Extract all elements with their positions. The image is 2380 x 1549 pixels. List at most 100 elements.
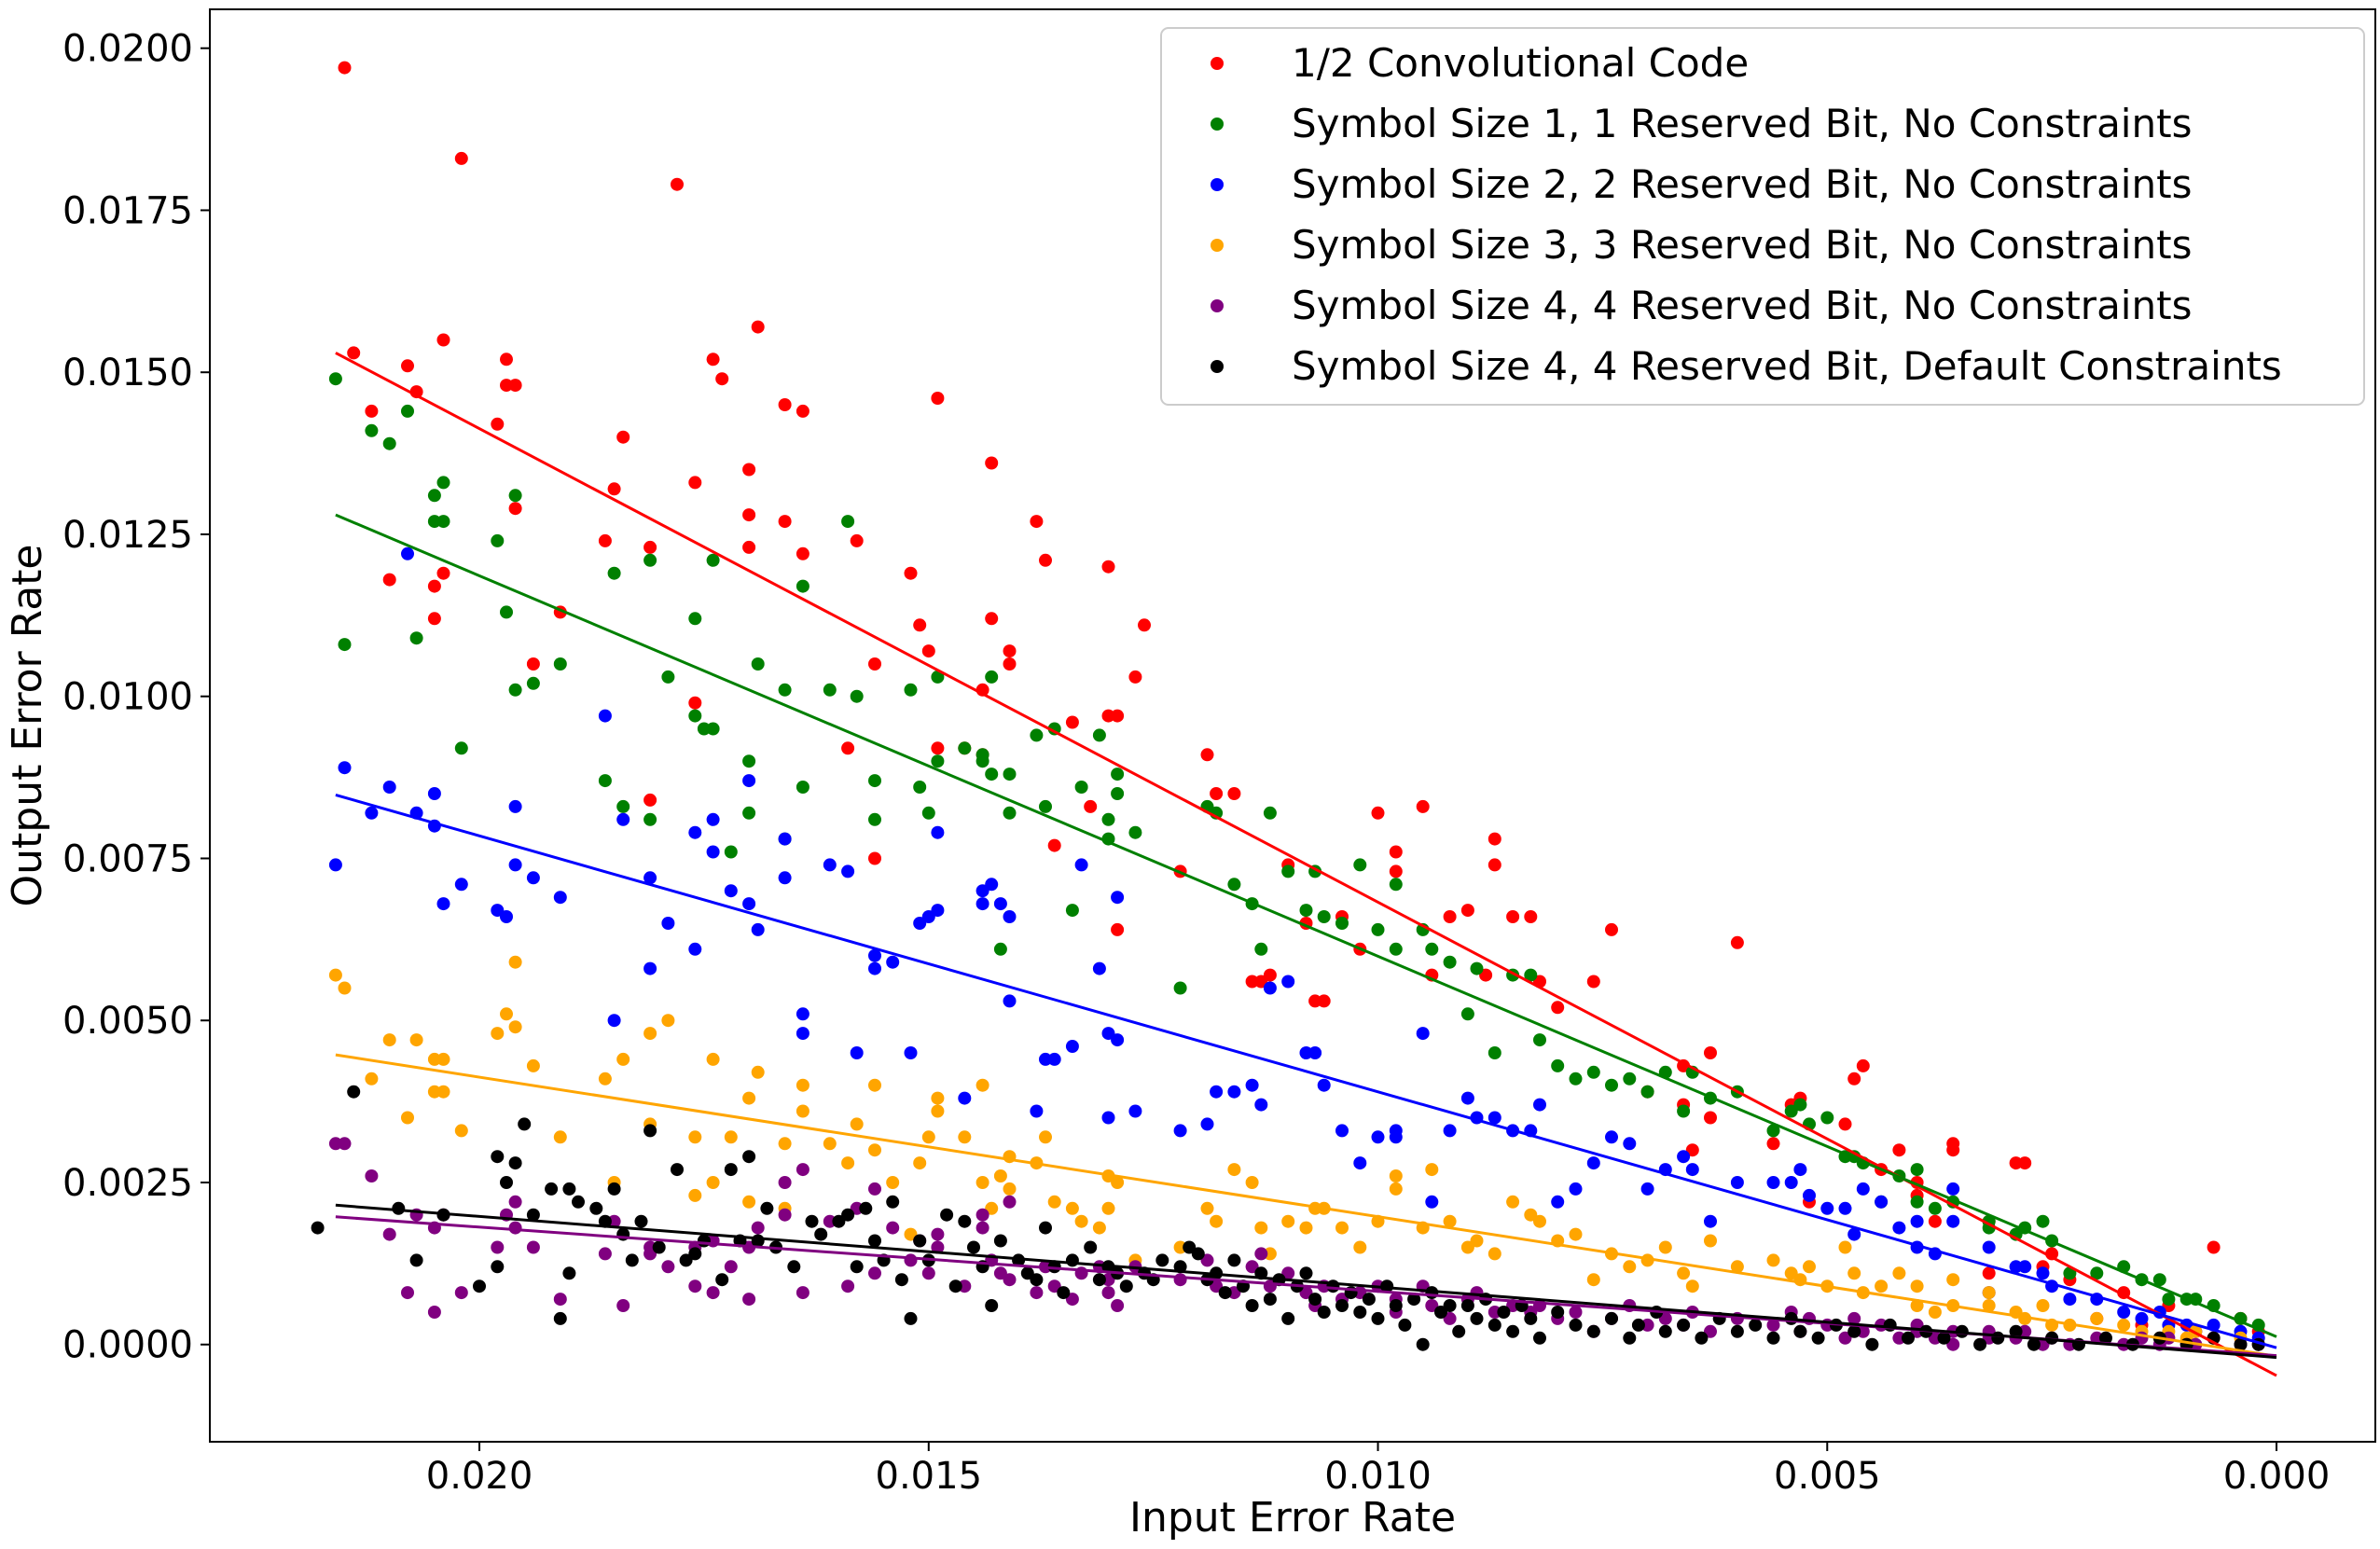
series-4-point-38 — [850, 1117, 864, 1131]
series-4-point-46 — [931, 1091, 945, 1105]
series-3-trend-line — [335, 793, 2277, 1349]
series-3-point-88 — [1533, 1098, 1546, 1112]
series-6-point-23 — [634, 1214, 648, 1228]
series-3-point-48 — [976, 897, 989, 911]
series-6-point-33 — [742, 1150, 756, 1164]
series-2-point-47 — [958, 741, 972, 755]
series-1-point-79 — [1389, 864, 1403, 878]
series-5-point-39 — [868, 1182, 881, 1196]
series-4-point-48 — [976, 1078, 989, 1092]
series-3-point-3 — [365, 806, 379, 820]
series-6-point-141 — [2009, 1324, 2023, 1338]
series-5-point-24 — [688, 1279, 702, 1293]
legend-marker-6 — [1211, 360, 1224, 373]
series-4-point-123 — [2117, 1318, 2131, 1332]
series-5-point-30 — [751, 1221, 765, 1235]
series-4-point-28 — [724, 1130, 738, 1144]
legend-box — [1160, 27, 2365, 406]
series-2-point-113 — [1910, 1163, 1924, 1177]
series-3-point-63 — [1128, 1104, 1142, 1118]
legend-entry-5: Symbol Size 4, 4 Reserved Bit, No Constr… — [1211, 283, 2192, 328]
series-3-point-57 — [1074, 858, 1088, 872]
series-4-point-109 — [1892, 1266, 1906, 1280]
series-4-point-98 — [1704, 1234, 1717, 1248]
series-3-point-41 — [904, 1046, 918, 1059]
series-1-point-42 — [913, 618, 927, 632]
series-4-point-100 — [1766, 1253, 1780, 1267]
series-4-point-75 — [1335, 1221, 1349, 1235]
series-3-point-68 — [1245, 1078, 1259, 1092]
series-6-point-135 — [1902, 1331, 1915, 1345]
series-4-point-101 — [1784, 1266, 1798, 1280]
series-4-point-111 — [1910, 1279, 1924, 1293]
series-1-point-11 — [454, 151, 468, 165]
series-2-point-61 — [1101, 812, 1115, 826]
series-2-point-87 — [1488, 1046, 1501, 1059]
series-6-point-93 — [1353, 1306, 1367, 1319]
series-3-point-12 — [500, 910, 513, 923]
series-4-point-60 — [1101, 1201, 1115, 1215]
series-2-point-66 — [1173, 981, 1187, 995]
legend-label-4: Symbol Size 3, 3 Reserved Bit, No Constr… — [1292, 222, 2192, 268]
series-3-point-91 — [1586, 1156, 1600, 1170]
series-4-point-3 — [365, 1072, 379, 1086]
series-1-point-5 — [401, 359, 414, 373]
series-1-point-59 — [1101, 709, 1115, 723]
series-3-point-67 — [1227, 1085, 1241, 1099]
series-6-point-52 — [948, 1279, 962, 1293]
series-4-point-8 — [427, 1085, 441, 1099]
series-6-point-11 — [518, 1117, 532, 1131]
x-tick-label-2: 0.015 — [876, 1455, 983, 1498]
series-2-point-8 — [427, 515, 441, 529]
series-6-point-83 — [1263, 1293, 1277, 1307]
series-6-point-145 — [2099, 1331, 2112, 1345]
trend-lines — [335, 352, 2277, 1377]
series-5-point-45 — [931, 1240, 945, 1254]
series-6-point-95 — [1371, 1311, 1385, 1325]
series-4-point-65 — [1200, 1201, 1214, 1215]
series-1-point-25 — [688, 476, 702, 490]
series-6-point-130 — [1811, 1331, 1825, 1345]
series-6-point-112 — [1524, 1311, 1538, 1325]
y-tick-label-1: 0.0200 — [62, 28, 193, 71]
series-5-point-99 — [1766, 1318, 1780, 1332]
series-6-point-22 — [625, 1253, 639, 1267]
series-3-point-38 — [868, 948, 881, 962]
legend-entry-2: Symbol Size 1, 1 Reserved Bit, No Constr… — [1211, 101, 2192, 146]
series-3-point-69 — [1254, 1098, 1268, 1112]
series-1-point-111 — [1928, 1214, 1942, 1228]
series-5-point-3 — [365, 1169, 379, 1182]
series-6-point-37 — [787, 1260, 801, 1274]
series-6-point-132 — [1847, 1324, 1861, 1338]
legend-label-1: 1/2 Convolutional Code — [1292, 40, 1749, 86]
series-5-point-51 — [1003, 1273, 1017, 1287]
series-4-point-85 — [1488, 1247, 1501, 1261]
series-1-point-14 — [500, 379, 513, 393]
series-3-point-123 — [2117, 1306, 2131, 1319]
series-6-point-40 — [832, 1214, 846, 1228]
series-4-points — [328, 955, 2265, 1351]
series-5-point-68 — [1254, 1247, 1268, 1261]
legend-entry-4: Symbol Size 3, 3 Reserved Bit, No Constr… — [1211, 222, 2192, 268]
series-6-point-105 — [1460, 1299, 1474, 1312]
series-3-point-79 — [1389, 1124, 1403, 1138]
series-5-point-106 — [1856, 1324, 1870, 1338]
series-6-point-85 — [1281, 1311, 1295, 1325]
legend-label-6: Symbol Size 4, 4 Reserved Bit, Default C… — [1292, 343, 2282, 389]
series-4-point-30 — [742, 1195, 756, 1209]
series-3-point-83 — [1460, 1091, 1474, 1105]
plot-frame — [209, 8, 2376, 1443]
series-6-point-20 — [607, 1182, 621, 1196]
series-1-point-29 — [742, 463, 756, 477]
series-1-point-4 — [382, 573, 396, 587]
series-6-point-46 — [886, 1195, 900, 1209]
series-6-point-7 — [491, 1260, 505, 1274]
series-6-point-16 — [562, 1266, 576, 1280]
series-2-point-80 — [1389, 942, 1403, 956]
y-tick-label-9: 0.0000 — [62, 1324, 193, 1367]
series-6-point-38 — [805, 1214, 819, 1228]
series-3-point-4 — [382, 781, 396, 794]
series-2-point-90 — [1533, 1033, 1546, 1047]
series-3-point-89 — [1551, 1195, 1565, 1209]
series-3-point-80 — [1416, 1027, 1430, 1041]
